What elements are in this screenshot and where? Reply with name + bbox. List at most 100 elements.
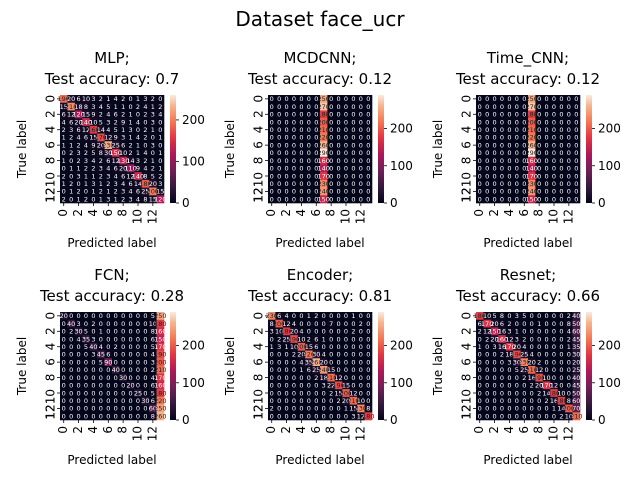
heatmap-cell	[305, 358, 313, 367]
heatmap-cell	[342, 156, 351, 165]
cell-value-label: 0	[91, 312, 95, 320]
heatmap-cell	[550, 358, 559, 367]
heatmap-cell	[74, 164, 83, 173]
heatmap-cell	[357, 319, 365, 328]
cell-value-label: 0	[544, 149, 548, 157]
cell-value-label: 0	[567, 95, 571, 103]
heatmap-cell	[505, 412, 514, 421]
heatmap-cell	[357, 195, 365, 204]
heatmap-cell	[275, 404, 284, 413]
heatmap-cell	[520, 373, 529, 382]
heatmap-cell	[320, 141, 328, 150]
heatmap-cell	[89, 389, 98, 398]
heatmap-cell	[297, 366, 306, 375]
cell-value-label: 12	[505, 335, 513, 343]
cell-value-label: 0	[292, 358, 296, 366]
cell-value-label: 0	[478, 141, 482, 149]
heatmap-cell	[320, 164, 328, 173]
heatmap-cell	[141, 389, 150, 398]
heatmap-cell	[535, 358, 544, 367]
cell-value-label: 0	[552, 358, 556, 366]
heatmap-cell	[119, 381, 128, 390]
heatmap-cell	[149, 149, 157, 158]
cell-value-label: 0	[522, 134, 526, 142]
heatmap-cell	[550, 327, 559, 336]
heatmap-cell	[290, 327, 299, 336]
cell-value-label: 0	[299, 134, 303, 142]
cell-value-label: 0	[299, 180, 303, 188]
cell-value-label: 0	[307, 195, 311, 203]
heatmap-cell	[498, 342, 507, 351]
heatmap-cell	[342, 366, 351, 375]
heatmap-cell	[60, 156, 68, 165]
heatmap-cell	[364, 110, 373, 119]
cell-value-label: 0	[136, 374, 140, 382]
cell-value-label: 3	[151, 141, 155, 149]
heatmap-cell	[275, 118, 284, 127]
heatmap-cell	[364, 381, 373, 390]
cell-value-label: 0	[567, 111, 571, 119]
heatmap-cell	[149, 381, 157, 390]
cell-value-label: 0	[284, 103, 288, 111]
cell-value-label: 0	[366, 374, 370, 382]
heatmap-cell	[149, 396, 157, 405]
cell-value-label: 0	[270, 134, 274, 142]
cell-value-label: 0	[544, 95, 548, 103]
cell-value-label: 290	[317, 149, 329, 157]
cell-value-label: 2	[329, 389, 333, 397]
cell-value-label: 0	[522, 180, 526, 188]
heatmap-cell	[282, 102, 291, 111]
heatmap-cell	[327, 195, 336, 204]
cell-value-label: 0	[537, 103, 541, 111]
cell-value-label: 0	[492, 374, 496, 382]
cell-value-label: 9	[91, 141, 95, 149]
cell-value-label: 4	[106, 111, 110, 119]
heatmap-cell	[282, 179, 291, 188]
y-tick-label: 0	[460, 312, 474, 320]
heatmap-cell	[565, 358, 573, 367]
cell-value-label: 0	[492, 351, 496, 359]
heatmap-cell	[149, 195, 157, 204]
heatmap-cell	[112, 412, 120, 421]
heatmap-cell	[528, 179, 536, 188]
cell-value-label: 0	[344, 320, 348, 328]
cell-value-label: 0	[284, 358, 288, 366]
cell-value-label: 0	[492, 389, 496, 397]
cell-value-label: 0	[128, 397, 132, 405]
cell-value-label: 0	[522, 412, 526, 420]
panel-title-accuracy: Test accuracy: 0.12	[247, 70, 392, 88]
heatmap-cell	[498, 179, 507, 188]
heatmap-cell	[97, 350, 105, 359]
cell-value-label: 4	[299, 328, 303, 336]
heatmap-cell	[476, 404, 484, 413]
cell-value-label: 0	[128, 351, 132, 359]
cell-value-label: 4	[158, 111, 162, 119]
cell-value-label: 160	[496, 335, 508, 343]
heatmap-cell	[97, 195, 105, 204]
heatmap-cell	[565, 396, 573, 405]
cell-value-label: 0	[515, 157, 519, 165]
heatmap-cell	[312, 396, 321, 405]
cell-value-label: 0	[522, 172, 526, 180]
cell-value-label: 0	[537, 195, 541, 203]
heatmap-cell	[476, 366, 484, 375]
cell-value-label: 0	[270, 412, 274, 420]
heatmap-cell	[327, 335, 336, 344]
heatmap-cell	[542, 335, 551, 344]
cell-value-label: 0	[270, 95, 274, 103]
cell-value-label: 0	[544, 358, 548, 366]
cell-value-label: 1	[62, 180, 66, 188]
heatmap-cell	[565, 179, 573, 188]
heatmap-cell	[305, 149, 313, 158]
heatmap-cell	[156, 342, 165, 351]
cell-value-label: 170	[95, 134, 107, 142]
heatmap-cell	[97, 319, 105, 328]
heatmap-cell	[290, 358, 299, 367]
heatmap-cell	[97, 141, 105, 150]
heatmap-cell	[542, 172, 551, 181]
x-tick-label: 12	[561, 426, 575, 441]
heatmap-cell	[290, 312, 299, 321]
heatmap-cell	[104, 350, 113, 359]
cell-value-label: 16	[498, 343, 506, 351]
cell-value-label: 0	[307, 165, 311, 173]
